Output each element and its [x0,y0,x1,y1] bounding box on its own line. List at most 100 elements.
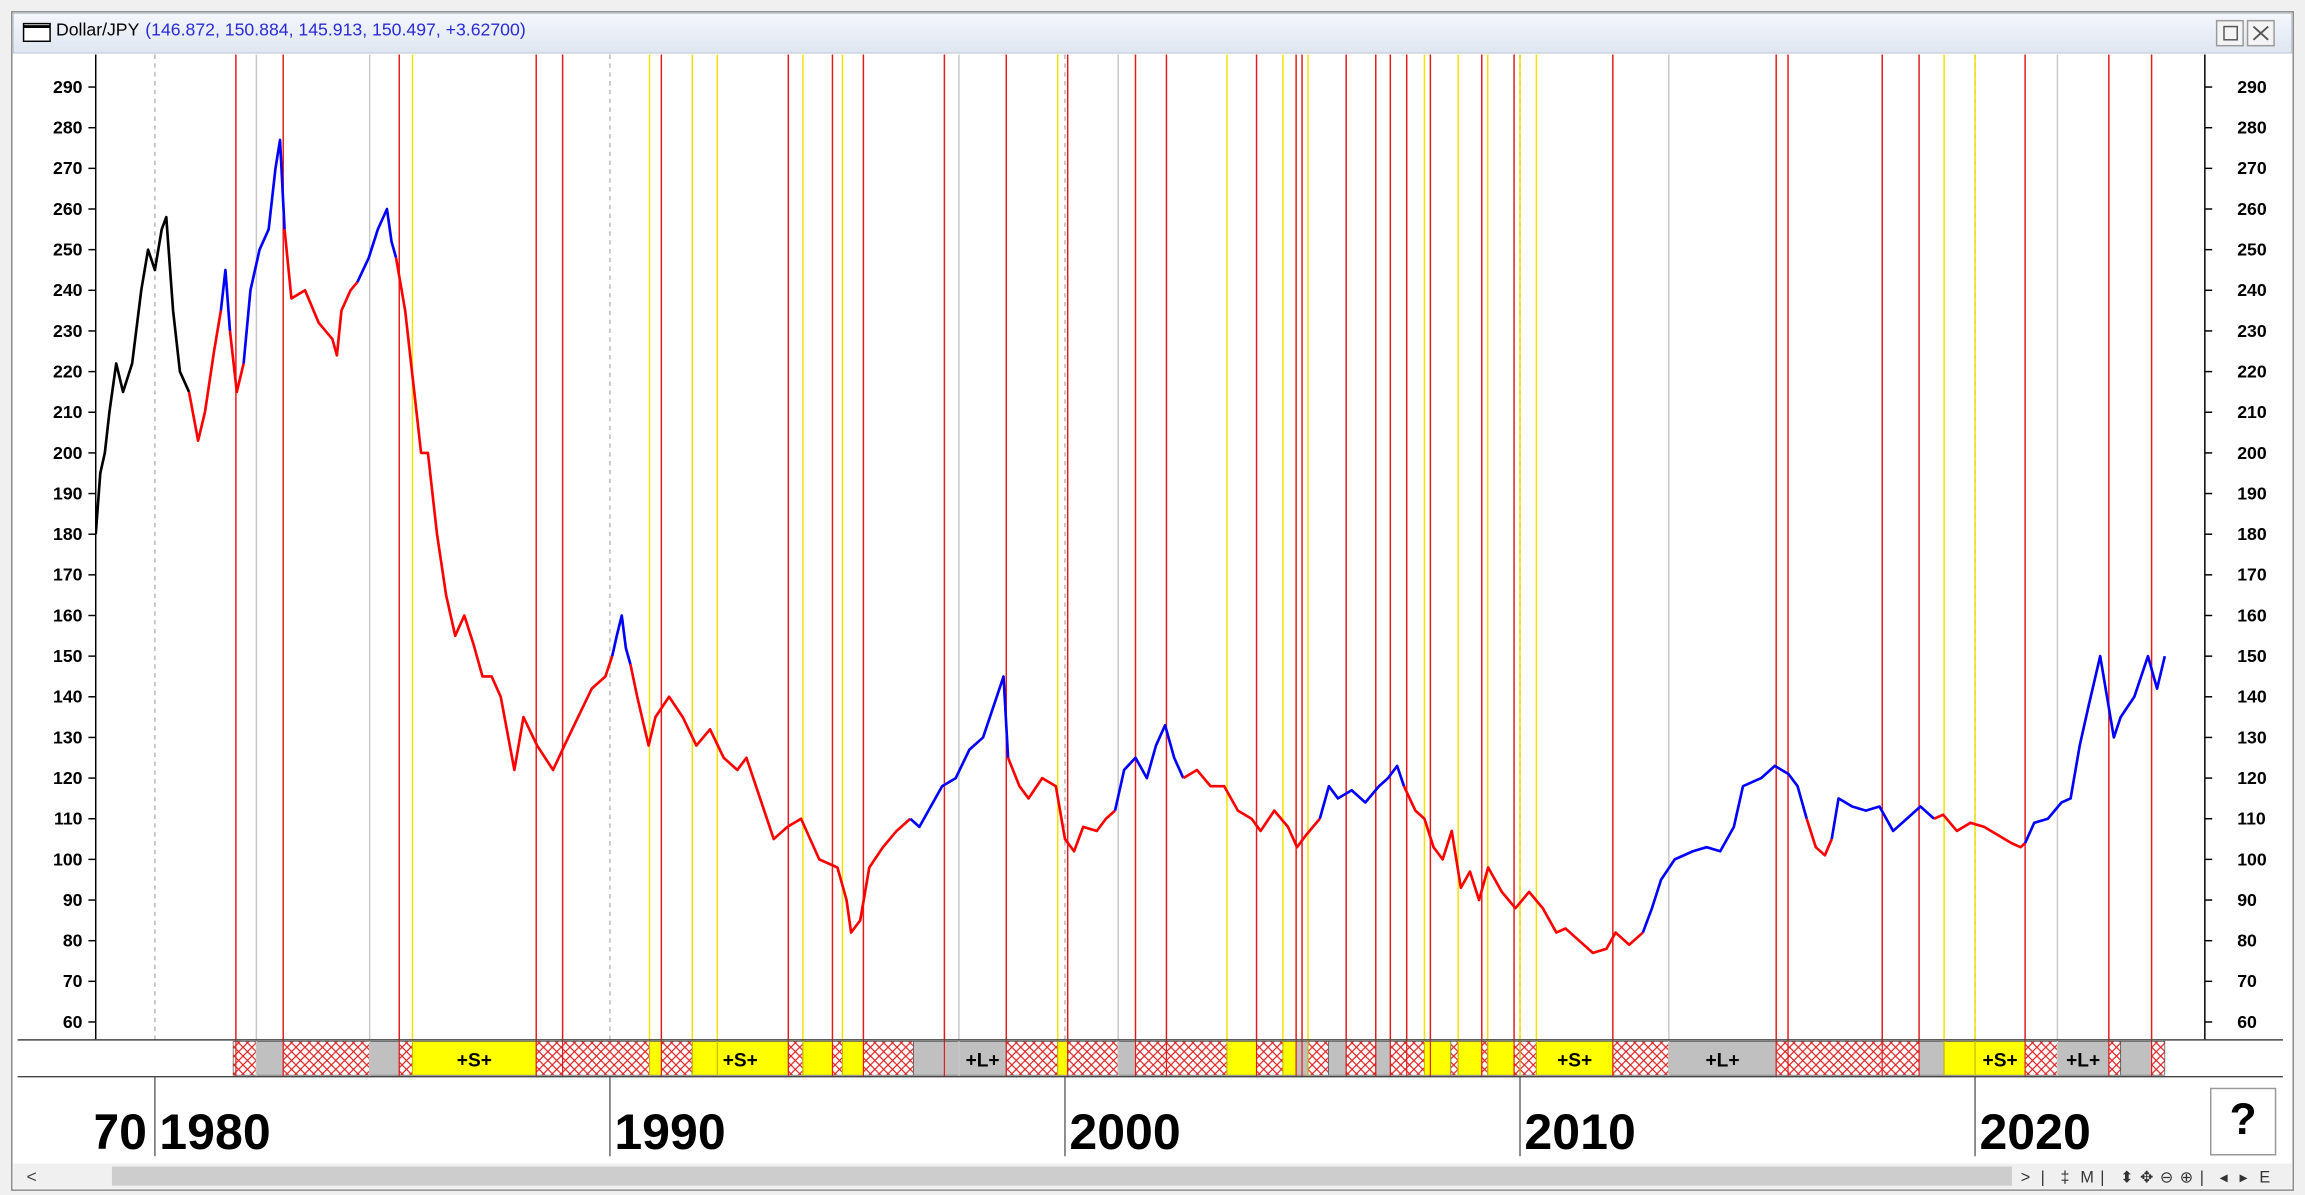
y-tick-label: 150 [53,646,83,666]
y-tick-label-right: 150 [2237,646,2267,666]
price-line [228,330,245,394]
y-tick-label: 140 [53,687,83,707]
signal-band [1513,1040,1537,1076]
y-tick-label: 210 [53,402,83,422]
signal-band [1974,1040,2026,1076]
toolbar-item[interactable]: M [2080,1169,2093,1187]
toolbar-item[interactable]: ⬍ [2120,1169,2134,1187]
signal-band [1775,1040,1920,1076]
y-tick-label-right: 120 [2237,768,2267,788]
y-tick-label: 240 [53,280,83,300]
toolbar: > | ‡ M | ⬍ ✥ ⊖ ⊕ | ◂ ▸ E [2021,1169,2271,1187]
price-line [1182,768,1321,849]
y-tick-label: 280 [53,118,83,138]
signal-band [2108,1040,2122,1076]
x-first-label: 70 [91,1104,147,1160]
toolbar-item[interactable]: ⊕ [2180,1169,2194,1187]
price-line [629,664,912,934]
x-tick-label: 2010 [1524,1104,1635,1160]
title-text: Dollar/JPY [56,19,140,39]
price-line [95,215,191,535]
signal-label: +L+ [966,1050,1000,1071]
y-tick-label: 130 [53,727,83,747]
y-tick-label: 70 [63,971,83,991]
scroll-left[interactable]: < [27,1167,37,1187]
price-line [356,207,398,283]
signal-band [832,1040,843,1076]
toolbar-item[interactable]: E [2259,1169,2270,1187]
signal-band [691,1040,789,1076]
signal-band [1005,1040,1059,1076]
y-tick-label-right: 140 [2237,687,2267,707]
price-line [1318,764,1406,820]
signal-band [787,1040,804,1076]
y-tick-label: 290 [53,77,83,97]
maximize-icon [2223,25,2238,41]
y-tick-label: 80 [63,931,83,951]
y-tick-label-right: 90 [2237,890,2257,910]
y-tick-label-right: 280 [2237,118,2267,138]
y-tick-label: 60 [63,1012,83,1032]
signal-band [1487,1040,1515,1076]
x-tick-label: 2000 [1069,1104,1180,1160]
signal-band [1450,1040,1459,1076]
toolbar-item[interactable]: > [2021,1169,2030,1187]
signal-label: +S+ [1557,1050,1592,1071]
help-button[interactable] [2210,1087,2277,1156]
y-tick-label: 170 [53,565,83,585]
y-tick-label-right: 220 [2237,361,2267,381]
y-tick-label: 160 [53,605,83,625]
y-tick-label-right: 80 [2237,931,2257,951]
y-tick-label-right: 270 [2237,158,2267,178]
y-tick-label: 270 [53,158,83,178]
signal-band [369,1040,400,1076]
toolbar-item[interactable]: ◂ [2220,1169,2228,1187]
y-tick-label: 90 [63,890,83,910]
toolbar-item[interactable]: ⊖ [2160,1169,2174,1187]
price-line [1933,813,2026,849]
y-tick-label: 190 [53,483,83,503]
y-tick-label-right: 190 [2237,483,2267,503]
signal-band [2120,1040,2152,1076]
price-line [2023,654,2167,844]
signal-band [1536,1040,1614,1076]
ohlc-text: (146.872, 150.884, 145.913, 150.497, +3.… [145,19,525,39]
signal-band [1226,1040,1257,1076]
signal-band [863,1040,914,1076]
signal-band [232,1040,257,1076]
toolbar-item[interactable]: | [2041,1169,2045,1187]
axes: 60 60 70 70 80 80 90 90 100 100 110 110 120 120 130 130… [53,54,2267,1157]
x-tick-label: 1980 [159,1104,270,1160]
price-line [610,614,632,665]
help-text: ? [2230,1095,2257,1144]
toolbar-item[interactable]: ✥ [2140,1169,2154,1187]
y-tick-label-right: 210 [2237,402,2267,422]
y-tick-label-right: 250 [2237,240,2267,260]
toolbar-item[interactable]: | [2200,1169,2204,1187]
signal-band [412,1040,537,1076]
y-tick-label-right: 170 [2237,565,2267,585]
toolbar-item[interactable]: | [2100,1169,2104,1187]
price-line [219,268,232,332]
scroll-thumb[interactable] [111,1166,2012,1186]
signal-label: +L+ [1705,1050,1739,1071]
window-title: Dollar/JPY (146.872, 150.884, 145.913, 15… [56,19,526,39]
maximize-button[interactable] [2215,19,2244,47]
signal-band [1375,1040,1391,1076]
y-tick-label-right: 100 [2237,849,2267,869]
y-tick-label-right: 200 [2237,443,2267,463]
close-icon [2252,25,2269,41]
signal-band [913,1040,960,1076]
signal-label: +S+ [723,1050,758,1071]
signal-band [1282,1040,1297,1076]
x-tick-label: 2020 [1979,1104,2090,1160]
toolbar-item[interactable]: ▸ [2239,1169,2247,1187]
signal-band [1389,1040,1425,1076]
y-tick-label-right: 260 [2237,199,2267,219]
close-button[interactable] [2246,19,2275,47]
y-tick-label-right: 290 [2237,77,2267,97]
signal-band [1457,1040,1483,1076]
price-line [1641,764,1808,934]
signal-band [1943,1040,1976,1076]
toolbar-item[interactable]: ‡ [2061,1169,2070,1187]
